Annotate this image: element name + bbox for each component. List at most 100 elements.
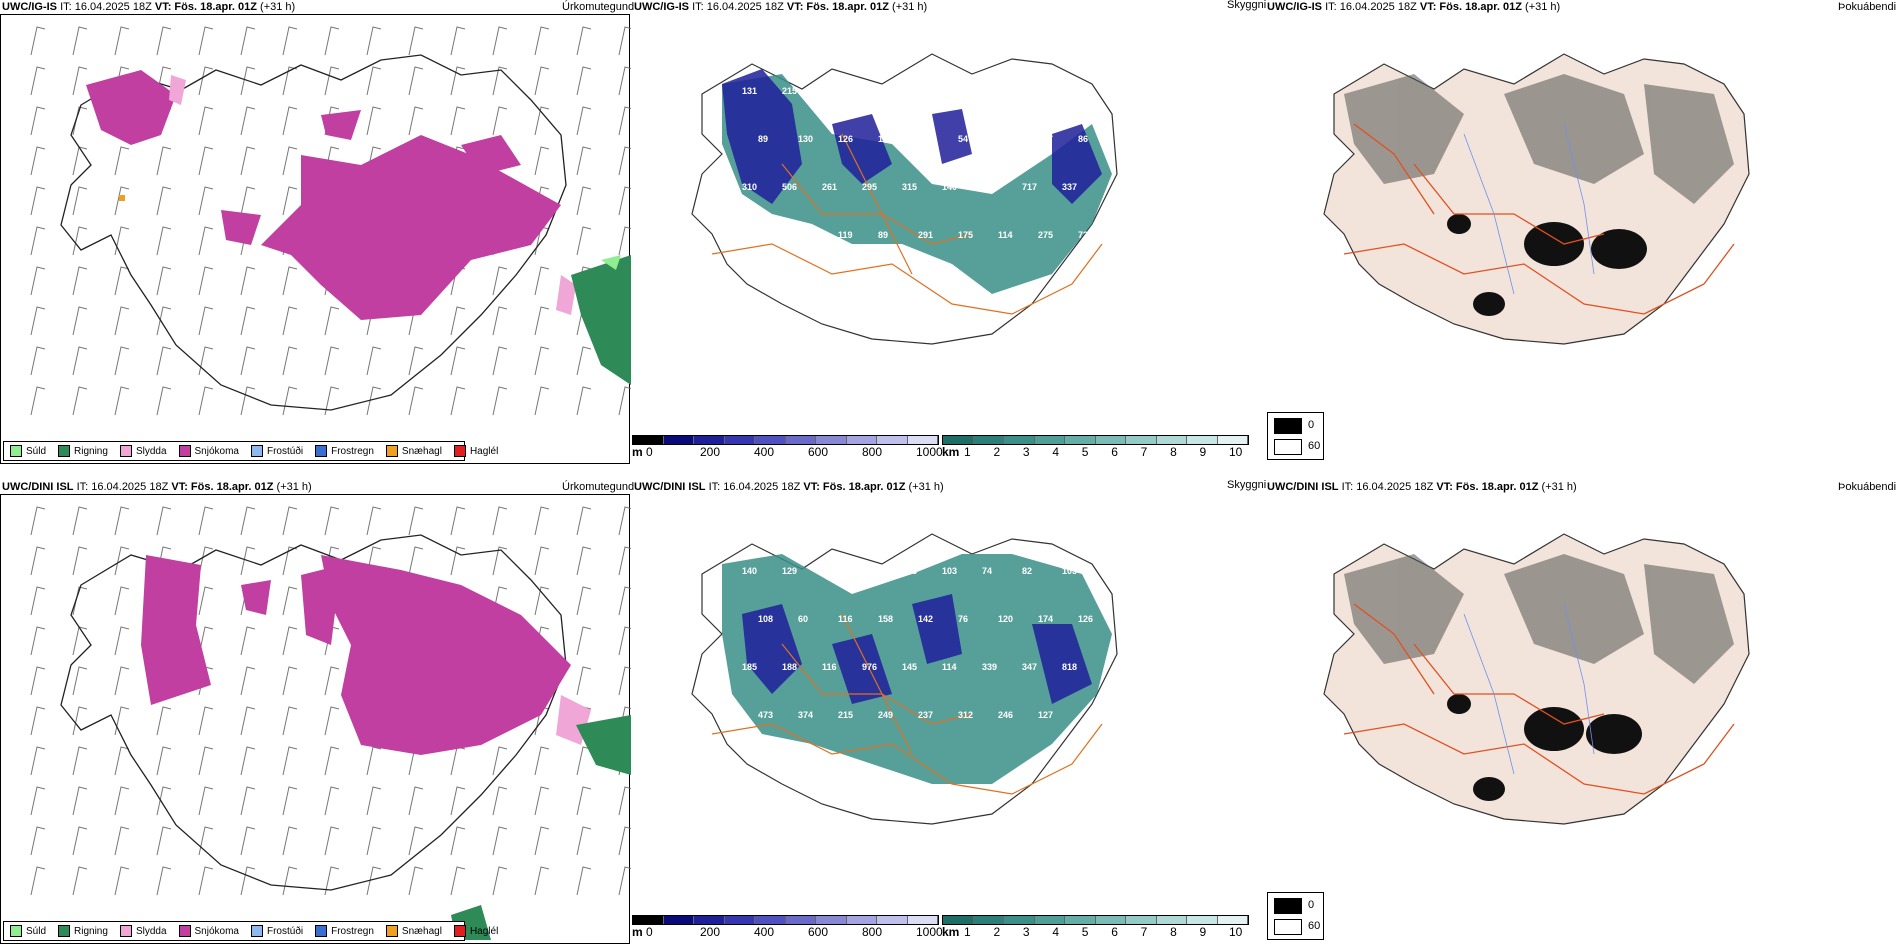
ceiling-label: 140 [942, 182, 957, 192]
low-ceiling-area [742, 594, 1092, 704]
wind-barb [156, 826, 172, 856]
ceiling-label: 54 [958, 134, 968, 144]
snow-area [141, 555, 571, 755]
ceiling-label: 89 [878, 230, 888, 240]
ceiling-labels: 140 129 68 449 678 103 74 82 105 108 60 116 158 142 76… [742, 566, 1093, 720]
wind-barb [156, 26, 172, 56]
ceiling-label: 127 [1038, 134, 1053, 144]
wind-barb [30, 866, 46, 896]
colorbar-tick: 4 [1052, 445, 1060, 459]
ceiling-label: 86 [1078, 134, 1088, 144]
colorbar-tick: 600 [808, 445, 829, 459]
wind-barb [492, 306, 508, 336]
wind-barb [30, 586, 46, 616]
colorbar-segment [1187, 916, 1218, 924]
fog-legend: 0 60 [1267, 412, 1324, 460]
wind-barb [156, 706, 172, 736]
ceiling-label: 152 [998, 134, 1013, 144]
colorbar-tick: 10 [1229, 925, 1243, 939]
wind-barb [30, 306, 46, 336]
legend-label: Snjókoma [194, 445, 239, 457]
wind-barb [114, 306, 130, 336]
visibility-colorbar: km 1 2 3 4 5 6 7 8 9 10 [942, 435, 1262, 465]
wind-barb [576, 866, 592, 896]
precip-legend: Súld Rigning Slydda Snjókoma Frostúði Frostre… [3, 441, 498, 461]
wind-barb [282, 626, 298, 656]
colorbar-tick: 6 [1111, 925, 1118, 939]
wind-barb [72, 666, 88, 696]
fog-indicator-map [1264, 494, 1900, 944]
road-network [711, 133, 1103, 315]
wind-barb [114, 786, 130, 816]
ceiling-colorbar: m 0 200 400 600 800 1000 [632, 435, 943, 465]
wind-barbs [30, 506, 631, 896]
ceiling-label: 154 [758, 230, 773, 240]
wind-barb [114, 546, 130, 576]
wind-barb [282, 146, 298, 176]
wind-barb [618, 666, 631, 696]
ceiling-label: 68 [1022, 86, 1032, 96]
colorbar-segment [907, 916, 938, 924]
ceiling-label: 175 [958, 230, 973, 240]
wind-barb [114, 506, 130, 536]
legend-label: Slydda [135, 445, 167, 457]
ceiling-label: 506 [782, 182, 797, 192]
wind-barb [114, 186, 130, 216]
ceiling-label: 63 [982, 86, 992, 96]
wind-barb [30, 226, 46, 256]
wind-barb [408, 66, 424, 96]
wind-barb [240, 186, 256, 216]
wind-barb [492, 26, 508, 56]
wind-barb [618, 786, 631, 816]
road-network [1343, 603, 1735, 795]
wind-barb [450, 306, 466, 336]
wind-barb [492, 506, 508, 536]
ceiling-label: 347 [1022, 662, 1037, 672]
colorbar-tick: 8 [1170, 925, 1177, 939]
wind-barb [282, 106, 298, 136]
ceiling-label: 717 [1022, 182, 1037, 192]
wind-barb [114, 386, 130, 416]
wind-barb [282, 346, 298, 376]
ceiling-label: 678 [902, 566, 917, 576]
colorbar-segment [633, 916, 664, 924]
legend-label: Haglél [469, 925, 499, 937]
wind-barb [282, 266, 298, 296]
wind-barb [618, 386, 631, 416]
ceiling-label: 108 [862, 86, 877, 96]
panel-title-precip: Úrkomutegund [562, 1, 635, 13]
legend-label: Snæhagl [401, 445, 442, 457]
wind-barb [408, 346, 424, 376]
wind-barb [72, 346, 88, 376]
colorbar-tick: 7 [1140, 925, 1148, 939]
wind-barb [534, 386, 550, 416]
wind-barb [114, 866, 130, 896]
wind-barb [114, 266, 130, 296]
ceiling-label: 249 [878, 710, 893, 720]
ceiling-label: 131 [742, 86, 757, 96]
wind-barb [198, 706, 214, 736]
panel-header-precip: UWC/DINI ISL IT: 16.04.2025 18Z VT: Fös.… [2, 481, 312, 493]
wind-barb [534, 306, 550, 336]
wind-barb [366, 106, 382, 136]
colorbar-tick: 1000 [916, 445, 943, 459]
wind-barb [534, 146, 550, 176]
wind-barb [576, 386, 592, 416]
wind-barb [30, 546, 46, 576]
wind-barb [156, 266, 172, 296]
legend-item: Frostregn [315, 445, 374, 457]
wind-barb [156, 506, 172, 536]
ceiling-label: 99 [902, 86, 912, 96]
ceiling-label: 289 [982, 182, 997, 192]
wind-barb [282, 186, 298, 216]
wind-barb [240, 346, 256, 376]
ceiling-label: 116 [822, 662, 837, 672]
legend-item: Snæhagl [385, 925, 442, 937]
wind-barb [618, 226, 631, 256]
wind-barb [618, 26, 631, 56]
wind-barb [282, 386, 298, 416]
colorbar-tick: 1 [964, 445, 971, 459]
colorbar-segment [1126, 916, 1157, 924]
colorbar-segment [694, 436, 725, 444]
wind-barb [324, 746, 340, 776]
